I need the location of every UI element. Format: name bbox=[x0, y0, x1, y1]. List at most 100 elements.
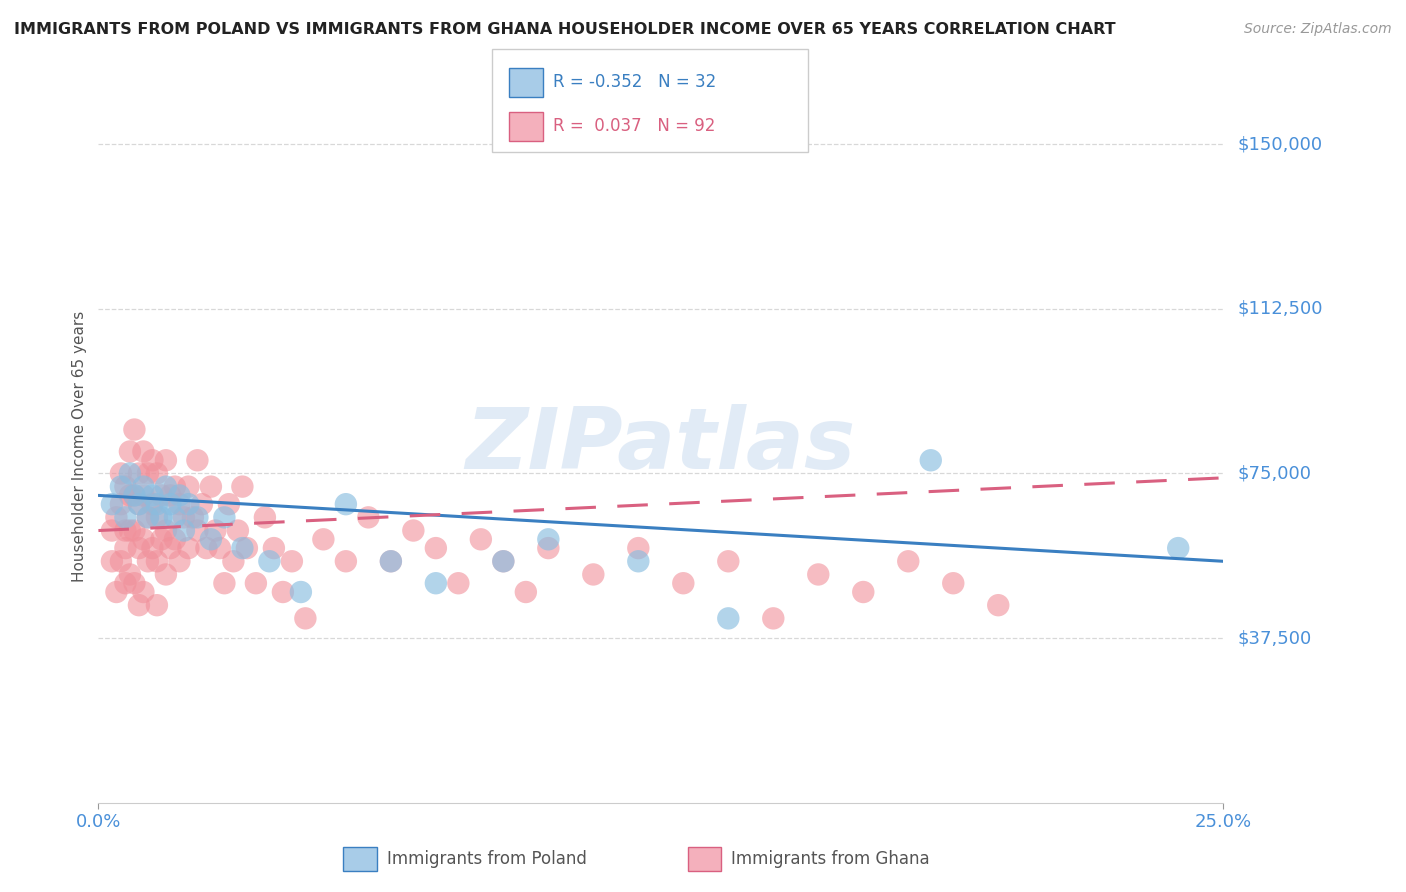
Point bbox=[128, 467, 150, 481]
Point bbox=[218, 497, 240, 511]
Point bbox=[118, 567, 141, 582]
Point bbox=[110, 554, 132, 568]
Point bbox=[159, 541, 181, 555]
Point bbox=[146, 497, 169, 511]
Point bbox=[114, 480, 136, 494]
Point bbox=[380, 554, 402, 568]
Point bbox=[110, 497, 132, 511]
Point bbox=[105, 510, 128, 524]
Point bbox=[110, 467, 132, 481]
Text: $150,000: $150,000 bbox=[1237, 135, 1323, 153]
Point bbox=[124, 423, 146, 437]
Point bbox=[132, 480, 155, 494]
Point bbox=[717, 611, 740, 625]
Point bbox=[807, 567, 830, 582]
Text: Immigrants from Ghana: Immigrants from Ghana bbox=[731, 850, 929, 868]
Point bbox=[259, 554, 281, 568]
Point bbox=[169, 497, 191, 511]
Point bbox=[231, 480, 253, 494]
Point bbox=[208, 541, 231, 555]
Point bbox=[141, 488, 163, 502]
Point bbox=[263, 541, 285, 555]
Point bbox=[173, 524, 195, 538]
Point bbox=[101, 524, 124, 538]
Point bbox=[672, 576, 695, 591]
Point bbox=[155, 567, 177, 582]
Point bbox=[627, 554, 650, 568]
Point bbox=[141, 497, 163, 511]
Text: $112,500: $112,500 bbox=[1237, 300, 1323, 318]
Y-axis label: Householder Income Over 65 years: Householder Income Over 65 years bbox=[72, 310, 87, 582]
Point bbox=[186, 524, 208, 538]
Point bbox=[204, 524, 226, 538]
Point bbox=[128, 541, 150, 555]
Point bbox=[124, 524, 146, 538]
Point bbox=[1167, 541, 1189, 555]
Point bbox=[159, 497, 181, 511]
Point bbox=[146, 467, 169, 481]
Point bbox=[150, 533, 173, 547]
Point bbox=[101, 554, 124, 568]
Point bbox=[124, 488, 146, 502]
Point bbox=[114, 510, 136, 524]
Point bbox=[105, 585, 128, 599]
Text: $37,500: $37,500 bbox=[1237, 629, 1312, 647]
Point bbox=[942, 576, 965, 591]
Point bbox=[132, 533, 155, 547]
Point bbox=[290, 585, 312, 599]
Point bbox=[118, 524, 141, 538]
Point bbox=[163, 510, 186, 524]
Point bbox=[118, 488, 141, 502]
Point bbox=[294, 611, 316, 625]
Point bbox=[492, 554, 515, 568]
Point bbox=[214, 510, 236, 524]
Point bbox=[402, 524, 425, 538]
Point bbox=[169, 554, 191, 568]
Point bbox=[155, 524, 177, 538]
Point bbox=[425, 541, 447, 555]
Point bbox=[150, 510, 173, 524]
Point bbox=[169, 488, 191, 502]
Point bbox=[118, 467, 141, 481]
Point bbox=[146, 554, 169, 568]
Point bbox=[173, 510, 195, 524]
Point bbox=[537, 533, 560, 547]
Text: Immigrants from Poland: Immigrants from Poland bbox=[387, 850, 586, 868]
Point bbox=[191, 497, 214, 511]
Point bbox=[447, 576, 470, 591]
Point bbox=[226, 524, 249, 538]
Point bbox=[236, 541, 259, 555]
Point bbox=[582, 567, 605, 582]
Point bbox=[470, 533, 492, 547]
Text: R = -0.352   N = 32: R = -0.352 N = 32 bbox=[553, 72, 716, 91]
Point bbox=[146, 510, 169, 524]
Point bbox=[335, 554, 357, 568]
Text: Source: ZipAtlas.com: Source: ZipAtlas.com bbox=[1244, 22, 1392, 37]
Point bbox=[114, 541, 136, 555]
Point bbox=[335, 497, 357, 511]
Point bbox=[136, 510, 159, 524]
Point bbox=[231, 541, 253, 555]
Point bbox=[312, 533, 335, 547]
Point bbox=[132, 585, 155, 599]
Point bbox=[177, 497, 200, 511]
Point bbox=[128, 497, 150, 511]
Point bbox=[132, 488, 155, 502]
Point bbox=[155, 480, 177, 494]
Point bbox=[515, 585, 537, 599]
Point bbox=[141, 453, 163, 467]
Point bbox=[110, 480, 132, 494]
Point bbox=[114, 524, 136, 538]
Text: ZIPatlas: ZIPatlas bbox=[465, 404, 856, 488]
Point bbox=[177, 480, 200, 494]
Point bbox=[141, 541, 163, 555]
Point bbox=[155, 453, 177, 467]
Point bbox=[150, 488, 173, 502]
Point bbox=[222, 554, 245, 568]
Point bbox=[186, 510, 208, 524]
Point bbox=[200, 533, 222, 547]
Point bbox=[128, 497, 150, 511]
Point bbox=[492, 554, 515, 568]
Point bbox=[124, 488, 146, 502]
Point bbox=[425, 576, 447, 591]
